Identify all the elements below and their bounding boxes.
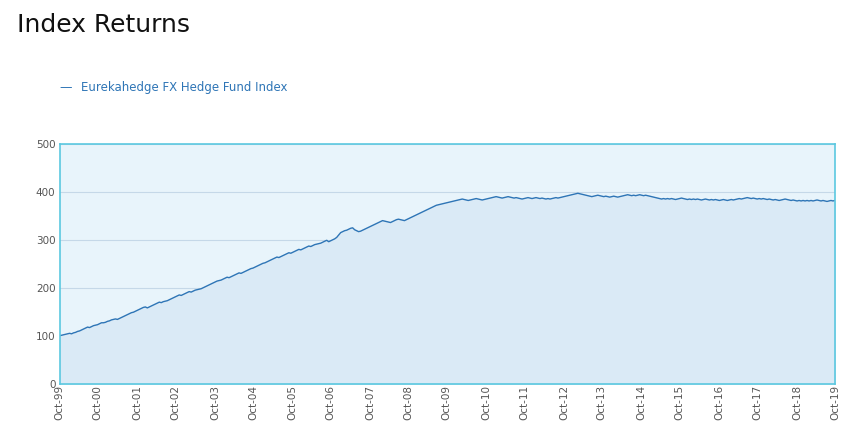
Text: —: — (60, 81, 72, 94)
Text: Eurekahedge FX Hedge Fund Index: Eurekahedge FX Hedge Fund Index (81, 81, 287, 94)
Text: Index Returns: Index Returns (17, 13, 190, 37)
